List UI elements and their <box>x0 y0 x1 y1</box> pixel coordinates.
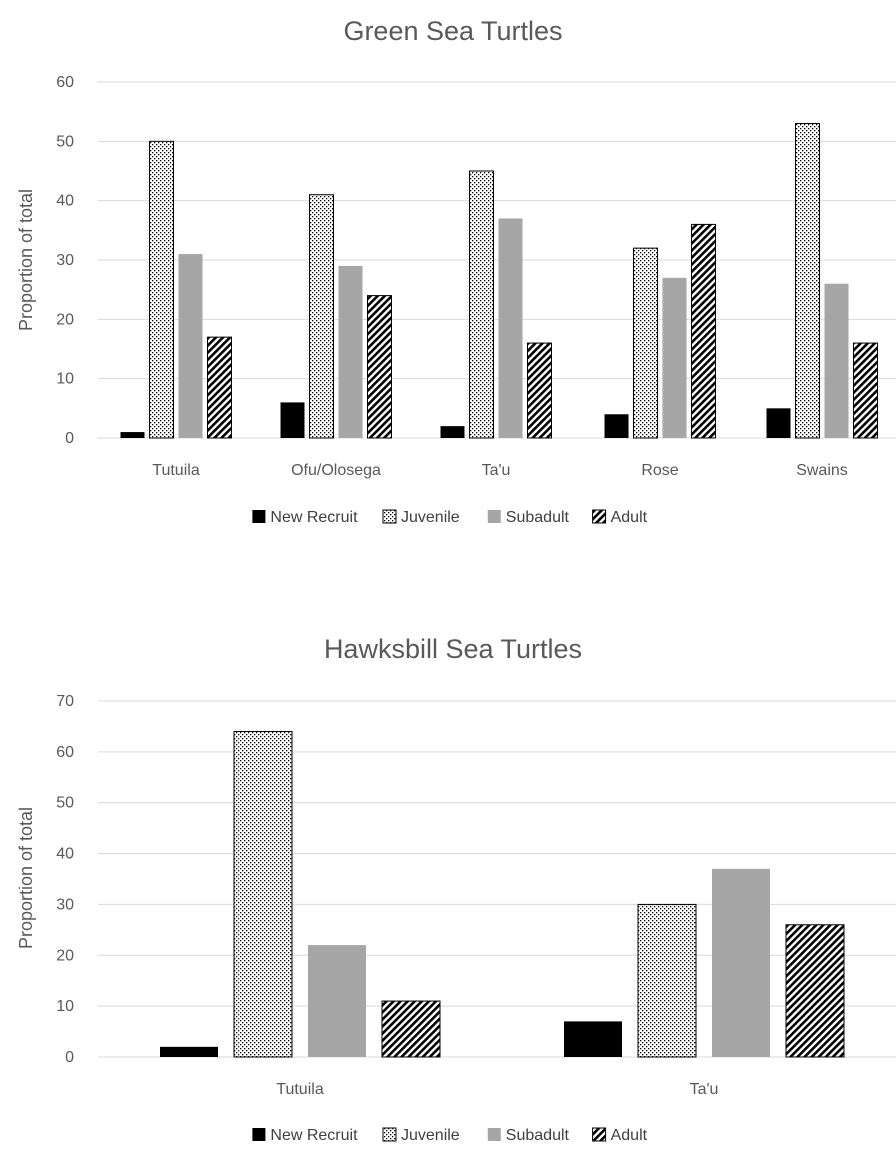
x-tick-label: Ta'u <box>482 462 511 479</box>
x-tick-label: Tutuila <box>152 462 200 479</box>
x-tick-label: Rose <box>641 462 678 479</box>
bar-subadult <box>338 265 363 438</box>
legend: New Recruit Juvenile Subadult Adult <box>252 509 648 526</box>
y-tick-labels: 0 10 20 30 40 50 60 <box>56 74 74 447</box>
y-tick-label: 20 <box>56 947 74 964</box>
legend-swatch <box>592 1127 607 1142</box>
legend-swatch <box>252 510 266 523</box>
x-tick-label: Ofu/Olosega <box>291 462 381 479</box>
legend-label: Subadult <box>506 1127 570 1144</box>
x-tick-labels: Tutuila Ofu/Olosega Ta'u Rose Swains <box>152 462 848 479</box>
legend-swatch <box>592 509 607 524</box>
legend-label: New Recruit <box>270 509 358 526</box>
bar-subadult <box>824 283 849 438</box>
y-axis-title: Proportion of total <box>16 189 36 331</box>
bar-juvenile <box>309 194 334 439</box>
bar-juvenile <box>633 247 658 439</box>
y-axis-title: Proportion of total <box>16 807 36 949</box>
legend-label: Adult <box>611 1127 648 1144</box>
bar-juvenile <box>637 903 697 1058</box>
y-tick-label: 20 <box>56 311 74 328</box>
y-tick-label: 50 <box>56 795 74 812</box>
gridlines <box>98 700 896 1058</box>
chart-green-sea-turtles: Green Sea Turtles Proportion of total 0 1… <box>16 16 896 526</box>
legend-label: Subadult <box>506 509 570 526</box>
bars <box>160 731 845 1058</box>
y-tick-label: 70 <box>56 693 74 710</box>
bar-subadult <box>308 945 366 1057</box>
bar-new-recruit <box>766 408 791 438</box>
bar-subadult <box>498 218 523 438</box>
x-tick-label: Tutuila <box>276 1081 324 1098</box>
bar-juvenile <box>149 140 174 439</box>
y-tick-label: 30 <box>56 896 74 913</box>
bar-adult <box>367 295 392 439</box>
chart-title: Green Sea Turtles <box>343 16 562 46</box>
chart-title: Hawksbill Sea Turtles <box>324 634 582 664</box>
bar-adult <box>381 1000 441 1058</box>
y-tick-label: 40 <box>56 846 74 863</box>
y-tick-label: 10 <box>56 371 74 388</box>
bar-new-recruit <box>604 414 629 438</box>
y-tick-label: 0 <box>65 1049 74 1066</box>
bar-new-recruit <box>564 1021 622 1057</box>
x-tick-label: Swains <box>796 462 848 479</box>
bar-juvenile <box>795 123 820 439</box>
bar-adult <box>785 924 845 1058</box>
bar-adult <box>527 342 552 439</box>
legend-swatch <box>382 509 397 524</box>
bar-juvenile <box>233 731 293 1058</box>
bar-adult <box>853 342 878 439</box>
legend-swatch <box>382 1127 397 1142</box>
bar-new-recruit <box>160 1046 218 1057</box>
y-tick-label: 40 <box>56 193 74 210</box>
bar-adult <box>207 336 232 439</box>
y-tick-label: 30 <box>56 252 74 269</box>
legend-label: New Recruit <box>270 1127 358 1144</box>
bar-new-recruit <box>280 402 305 438</box>
legend-swatch <box>487 1128 501 1141</box>
bar-juvenile <box>469 170 494 439</box>
bar-adult <box>691 223 716 439</box>
bar-subadult <box>178 254 203 438</box>
legend-label: Adult <box>611 509 648 526</box>
legend-swatch <box>487 510 501 523</box>
y-tick-label: 50 <box>56 133 74 150</box>
y-tick-label: 10 <box>56 998 74 1015</box>
legend-label: Juvenile <box>401 509 460 526</box>
legend-label: Juvenile <box>401 1127 460 1144</box>
bar-new-recruit <box>440 426 465 438</box>
bar-new-recruit <box>120 432 145 438</box>
bars <box>120 123 878 439</box>
x-tick-label: Ta'u <box>690 1081 719 1098</box>
chart-hawksbill-sea-turtles: Hawksbill Sea Turtles Proportion of tota… <box>16 634 896 1144</box>
legend: New Recruit Juvenile Subadult Adult <box>252 1127 648 1144</box>
y-tick-labels: 0 10 20 30 40 50 60 70 <box>56 693 74 1066</box>
y-tick-label: 60 <box>56 74 74 91</box>
legend-swatch <box>252 1128 266 1141</box>
bar-subadult <box>712 868 770 1057</box>
y-tick-label: 0 <box>65 430 74 447</box>
y-tick-label: 60 <box>56 744 74 761</box>
x-tick-labels: Tutuila Ta'u <box>276 1081 718 1098</box>
bar-subadult <box>662 277 687 438</box>
